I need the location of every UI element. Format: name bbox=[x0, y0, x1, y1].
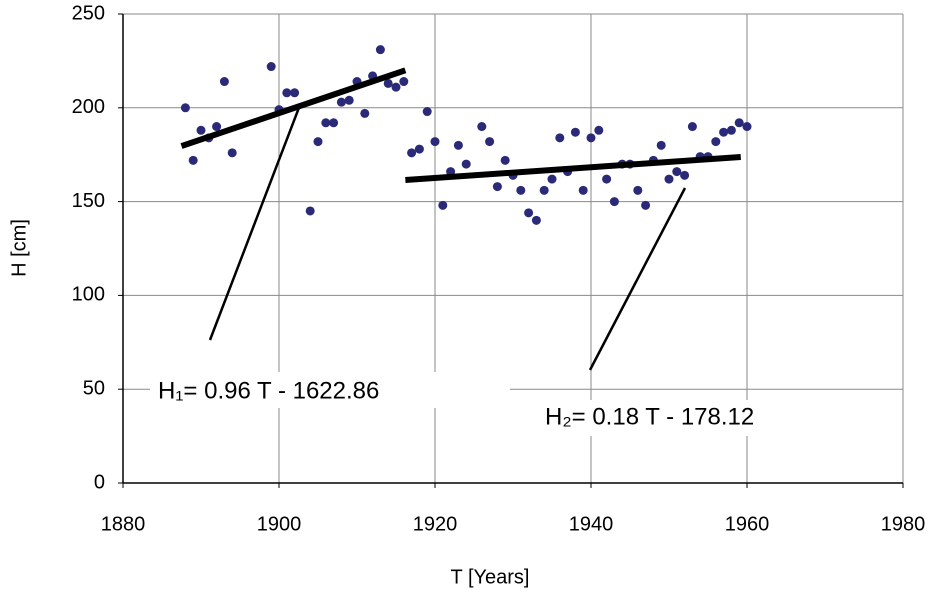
point bbox=[609, 197, 619, 207]
x-tick-label: 1940 bbox=[569, 513, 614, 535]
point bbox=[570, 127, 580, 137]
point bbox=[734, 118, 744, 128]
point bbox=[664, 174, 674, 184]
annotation-box bbox=[535, 400, 805, 436]
point bbox=[329, 118, 339, 128]
marks bbox=[180, 45, 752, 225]
point bbox=[492, 182, 502, 192]
point bbox=[594, 125, 604, 135]
point bbox=[742, 122, 752, 132]
point bbox=[282, 88, 292, 98]
point bbox=[438, 200, 448, 210]
annotation-box bbox=[150, 372, 510, 408]
y-axis-label: H [cm] bbox=[8, 219, 30, 277]
y-tick-label: 50 bbox=[83, 377, 105, 399]
point bbox=[399, 77, 409, 87]
grid: 0 50 100 150 200 250 1880 1900 1920 1940 1960 1980 bbox=[72, 2, 926, 535]
point bbox=[266, 62, 276, 72]
point bbox=[687, 122, 697, 132]
annotation: H₂= 0.18 T - 178.12 bbox=[545, 403, 754, 430]
point bbox=[641, 200, 651, 210]
point bbox=[321, 118, 331, 128]
point bbox=[633, 185, 643, 195]
point bbox=[407, 148, 417, 158]
point bbox=[477, 122, 487, 132]
point bbox=[313, 137, 323, 147]
point bbox=[344, 95, 354, 105]
leader-line bbox=[588, 187, 687, 371]
y-tick-label: 150 bbox=[72, 190, 105, 212]
point bbox=[196, 125, 206, 135]
point bbox=[212, 122, 222, 132]
x-tick-label: 1900 bbox=[257, 513, 302, 535]
point bbox=[391, 82, 401, 92]
point bbox=[461, 159, 471, 169]
point bbox=[531, 215, 541, 225]
x-tick-label: 1980 bbox=[881, 513, 926, 535]
point bbox=[180, 103, 190, 113]
point bbox=[524, 208, 534, 218]
point bbox=[586, 133, 596, 143]
point bbox=[485, 137, 495, 147]
point bbox=[719, 127, 729, 137]
x-tick-label: 1880 bbox=[101, 513, 146, 535]
point bbox=[672, 167, 682, 177]
y-tick-label: 250 bbox=[72, 2, 105, 24]
point bbox=[188, 155, 198, 165]
point bbox=[555, 133, 565, 143]
point bbox=[422, 107, 432, 117]
point bbox=[680, 170, 690, 180]
trend-line bbox=[405, 153, 741, 184]
leader-line bbox=[208, 104, 302, 341]
point bbox=[219, 77, 229, 87]
point bbox=[711, 137, 721, 147]
point bbox=[516, 185, 526, 195]
point bbox=[375, 45, 385, 55]
point bbox=[360, 108, 370, 118]
trend-line bbox=[180, 67, 407, 149]
point bbox=[726, 125, 736, 135]
annotation: H₁= 0.96 T - 1622.86 bbox=[158, 377, 379, 404]
point bbox=[656, 140, 666, 150]
y-tick-label: 100 bbox=[72, 284, 105, 306]
point bbox=[453, 140, 463, 150]
point bbox=[290, 88, 300, 98]
y-tick-label: 200 bbox=[72, 96, 105, 118]
point bbox=[336, 97, 346, 107]
x-tick-label: 1920 bbox=[413, 513, 458, 535]
y-tick-label: 0 bbox=[94, 471, 105, 493]
point bbox=[227, 148, 237, 158]
point bbox=[539, 185, 549, 195]
point bbox=[602, 174, 612, 184]
point bbox=[547, 174, 557, 184]
point bbox=[500, 155, 510, 165]
x-axis-label: T [Years] bbox=[451, 566, 530, 588]
point bbox=[383, 78, 393, 88]
point bbox=[414, 144, 424, 154]
x-tick-label: 1960 bbox=[725, 513, 770, 535]
point bbox=[578, 185, 588, 195]
point bbox=[430, 137, 440, 147]
point bbox=[305, 206, 315, 216]
